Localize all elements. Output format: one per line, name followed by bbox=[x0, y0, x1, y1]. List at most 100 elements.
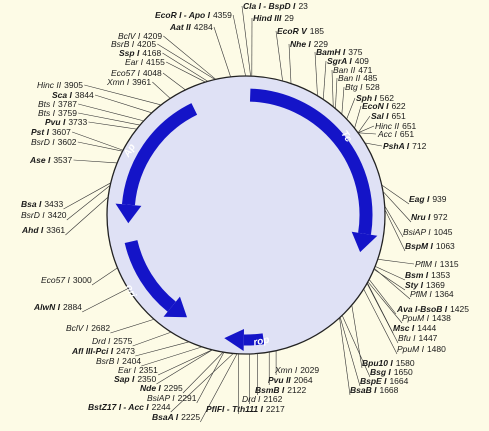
site-position: 2064 bbox=[294, 375, 313, 385]
leader-line bbox=[162, 72, 186, 91]
leader-line bbox=[346, 97, 356, 120]
leader-line bbox=[163, 35, 216, 80]
leader-line bbox=[200, 353, 238, 423]
leader-line bbox=[354, 105, 362, 129]
enzyme-name: Acc I bbox=[377, 129, 398, 139]
site-position: 3537 bbox=[53, 155, 72, 165]
site-label: Bpu10 I 1580 bbox=[362, 358, 415, 368]
leader-line bbox=[366, 283, 399, 344]
site-position: 3000 bbox=[73, 275, 92, 285]
site-position: 23 bbox=[298, 1, 308, 11]
site-label: Msc I 1444 bbox=[393, 323, 436, 333]
enzyme-name: Afl III-Pci I bbox=[71, 346, 114, 356]
enzyme-name: BspE I bbox=[360, 376, 387, 386]
leader-line bbox=[135, 341, 190, 357]
site-label: Nde I 2295 bbox=[140, 383, 183, 393]
site-label: Sca I 3844 bbox=[52, 90, 94, 100]
enzyme-name: Hinc II bbox=[37, 80, 62, 90]
enzyme-name: Aat II bbox=[169, 22, 191, 32]
enzyme-name: Sty I bbox=[405, 280, 424, 290]
feature-arrow bbox=[249, 88, 373, 235]
site-position: 2473 bbox=[116, 346, 135, 356]
leader-line bbox=[339, 317, 351, 396]
enzyme-name: Sph I bbox=[356, 93, 377, 103]
enzyme-name: Bfu I bbox=[398, 333, 416, 343]
site-position: 4209 bbox=[143, 31, 162, 41]
site-position: 3607 bbox=[52, 127, 71, 137]
site-label: Pst I 3607 bbox=[31, 127, 71, 137]
leader-line bbox=[78, 103, 144, 122]
enzyme-name: Eco57 I bbox=[41, 275, 70, 285]
site-label: AlwN I 2884 bbox=[33, 302, 82, 312]
enzyme-name: Bsg I bbox=[370, 367, 391, 377]
site-position: 1438 bbox=[432, 313, 451, 323]
enzyme-name: PflM I bbox=[410, 289, 432, 299]
enzyme-name: Hinc II bbox=[375, 121, 400, 131]
enzyme-name: Bsa I bbox=[21, 199, 42, 209]
site-label: Pvu II 2064 bbox=[268, 375, 313, 385]
enzyme-name: SgrA I bbox=[327, 56, 352, 66]
site-label: Bsm I 1353 bbox=[405, 270, 450, 280]
enzyme-name: PflM I bbox=[415, 259, 437, 269]
site-position: 409 bbox=[355, 56, 369, 66]
site-label: Ban II 485 bbox=[338, 73, 378, 83]
site-label: BsrB I 4205 bbox=[111, 39, 156, 49]
site-position: 2351 bbox=[139, 365, 158, 375]
leader-line bbox=[110, 318, 155, 334]
arrow-head bbox=[224, 328, 245, 351]
site-label: BsiAP I 1045 bbox=[403, 227, 453, 237]
site-position: 562 bbox=[380, 93, 394, 103]
site-label: EcoR V 185 bbox=[277, 26, 324, 36]
feature-arrow bbox=[243, 333, 265, 346]
site-position: 3787 bbox=[58, 99, 77, 109]
leader-line bbox=[162, 52, 209, 82]
enzyme-name: Xmn I bbox=[274, 365, 298, 375]
leader-line bbox=[377, 258, 415, 265]
site-label: BsiAP I 2291 bbox=[147, 393, 197, 403]
leader-line bbox=[165, 61, 206, 83]
site-label: Ava I-BsoB I 1425 bbox=[396, 304, 469, 314]
site-label: BsrD I 3420 bbox=[21, 210, 67, 220]
site-position: 1650 bbox=[394, 367, 413, 377]
arrow-head bbox=[351, 231, 378, 253]
site-position: 972 bbox=[433, 212, 447, 222]
leader-line bbox=[384, 209, 406, 252]
site-label: PflM I 1315 bbox=[415, 259, 459, 269]
site-position: 1447 bbox=[418, 333, 437, 343]
site-label: Xmn I 3961 bbox=[106, 77, 151, 87]
site-label: Hinc II 651 bbox=[375, 121, 417, 131]
site-label: BsmB I 2122 bbox=[255, 385, 306, 395]
site-label: Ase I 3537 bbox=[29, 155, 73, 165]
enzyme-name: Eag I bbox=[409, 194, 430, 204]
enzyme-name: BsiAP I bbox=[403, 227, 431, 237]
enzyme-name: Eco57 I bbox=[111, 68, 140, 78]
enzyme-name: Nru I bbox=[411, 212, 431, 222]
leader-line bbox=[241, 5, 251, 77]
enzyme-name: EcoR I - Apo I bbox=[155, 10, 211, 20]
site-label: Bsa I 3433 bbox=[21, 199, 64, 209]
leader-line bbox=[88, 121, 137, 130]
leader-line bbox=[157, 43, 216, 80]
site-position: 2244 bbox=[152, 402, 171, 412]
site-position: 2291 bbox=[178, 393, 197, 403]
site-label: SgrA I 409 bbox=[327, 56, 369, 66]
site-label: Bsg I 1650 bbox=[370, 367, 413, 377]
leader-line bbox=[170, 353, 234, 413]
site-position: 1063 bbox=[436, 241, 455, 251]
enzyme-name: PpuM I bbox=[402, 313, 430, 323]
enzyme-name: Sal I bbox=[371, 111, 389, 121]
site-label: Nhe I 229 bbox=[290, 39, 328, 49]
leader-line bbox=[373, 269, 406, 291]
leader-line bbox=[156, 349, 213, 385]
site-label: PpuM I 1438 bbox=[402, 313, 451, 323]
site-label: Nru I 972 bbox=[411, 212, 448, 222]
site-position: 229 bbox=[314, 39, 328, 49]
leader-line bbox=[357, 125, 375, 134]
enzyme-name: Ear I bbox=[125, 57, 144, 67]
site-position: 375 bbox=[348, 47, 362, 57]
enzyme-name: Hind III bbox=[253, 13, 282, 23]
leader-line bbox=[358, 132, 377, 135]
enzyme-name: Drd I bbox=[92, 336, 111, 346]
leader-line bbox=[132, 331, 172, 347]
